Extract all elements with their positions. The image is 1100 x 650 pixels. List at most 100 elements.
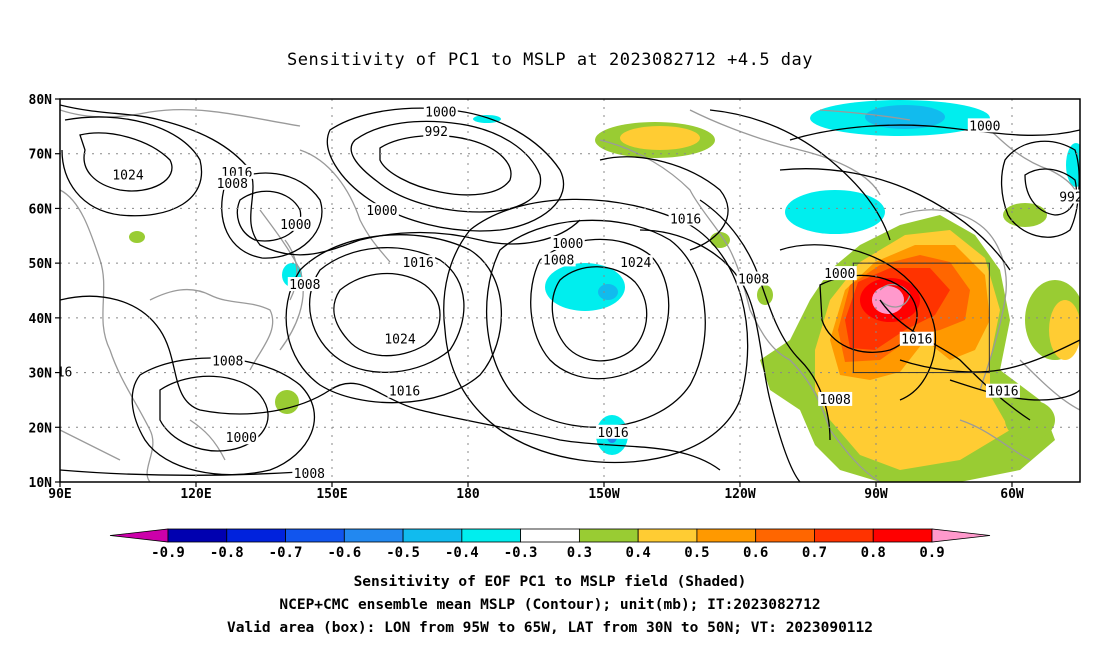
contour-label: 1008: [217, 177, 248, 192]
contour-label-bg: [210, 353, 245, 368]
contour-label: 1000: [969, 119, 1000, 134]
isobar: [61, 116, 203, 217]
colorbar-swatch: [814, 528, 874, 543]
colorbar-label: -0.5: [386, 545, 420, 561]
colorbar-swatch: [285, 528, 345, 543]
isobar: [779, 244, 937, 401]
isobar: [819, 274, 918, 354]
coastline: [60, 108, 301, 127]
isobar: [485, 219, 706, 428]
negative-shading: [473, 115, 501, 123]
contour-label-bg: [818, 391, 853, 406]
contour-label-bg: [596, 424, 631, 439]
contour-label: 1000: [366, 204, 397, 219]
sensitivity-shading: [129, 100, 1080, 482]
colorbar-min-arrow: [109, 528, 169, 543]
contour-label: 1024: [620, 256, 651, 271]
contour-label-bg: [822, 266, 857, 281]
negative-shading: [865, 105, 945, 129]
contour-label-bg: [215, 175, 250, 190]
contour-label-bg: [899, 331, 934, 346]
lon-tick-label: 150W: [588, 487, 619, 502]
isobar: [599, 156, 729, 251]
lat-tick-label: 30N: [29, 367, 53, 382]
coastline: [689, 109, 881, 196]
colorbar-label: -0.8: [210, 545, 244, 561]
contour-label: 1016: [597, 426, 628, 441]
contour-label-bg: [401, 255, 436, 270]
lon-tick-label: 150E: [316, 487, 347, 502]
colorbar: -0.9 -0.8 -0.7 -0.6 -0.5 -0.4 -0.3 0.3 0.4 0.5 0.6…: [109, 528, 991, 561]
contour-label-bg: [60, 364, 74, 379]
isobar: [285, 234, 503, 404]
isobar: [221, 172, 323, 259]
colorbar-label: 0.4: [626, 545, 651, 561]
contour-label-bg: [383, 331, 417, 346]
colorbar-label: -0.6: [327, 545, 361, 561]
mslp-contours: [60, 104, 1080, 482]
colorbar-swatch: [226, 528, 286, 543]
lon-tick-label: 180: [456, 487, 480, 502]
contour-label: 1024: [384, 333, 415, 348]
contour-label-bg: [224, 430, 259, 445]
colorbar-label: 0.9: [919, 545, 944, 561]
colorbar-label: -0.3: [504, 545, 538, 561]
contour-label: 992: [1059, 190, 1082, 205]
contour-label-bg: [550, 235, 585, 250]
isobar: [639, 229, 801, 482]
contour-label: 1000: [824, 267, 855, 282]
valid-area-box: [852, 262, 990, 374]
coastline: [299, 149, 391, 263]
coastline: [284, 239, 298, 301]
isobar: [60, 104, 581, 256]
contour-label-bg: [985, 383, 1020, 398]
contour-label: 1016: [402, 256, 433, 271]
contour-label-bg: [668, 211, 703, 226]
negative-shading: [785, 190, 885, 234]
coastline: [959, 419, 1031, 461]
contour-label: 1000: [226, 431, 257, 446]
colorbar-swatch: [167, 528, 228, 543]
contour-label-bg: [364, 203, 399, 218]
contour-label-bg: [423, 123, 450, 138]
positive-shading: [275, 390, 299, 414]
isobar: [79, 132, 173, 192]
lat-tick-label: 60N: [29, 202, 53, 217]
isobar: [308, 247, 465, 373]
isobar: [1024, 168, 1077, 216]
colorbar-max-arrow: [931, 528, 991, 543]
colorbar-swatch: [755, 528, 815, 543]
lat-tick-label: 70N: [29, 148, 53, 163]
isobar: [333, 272, 441, 357]
coastline: [819, 109, 911, 121]
positive-shading: [129, 231, 145, 243]
negative-shading: [1066, 143, 1080, 187]
isobar: [159, 375, 269, 452]
caption-shading: Sensitivity of EOF PC1 to MSLP field (Sh…: [353, 574, 747, 590]
contour-label-bg: [278, 216, 313, 231]
contour-label: 1000: [425, 106, 456, 121]
isobar: [350, 120, 542, 213]
contour-label: 1024: [112, 169, 143, 184]
contour-label-bg: [219, 164, 254, 179]
plot-frame: [59, 98, 1081, 483]
contour-label-bg: [736, 271, 771, 286]
positive-shading: [1003, 203, 1047, 227]
page-title: Sensitivity of PC1 to MSLP at 2023082712…: [286, 50, 813, 70]
lat-tick-label: 80N: [29, 93, 53, 108]
isobar: [60, 469, 301, 476]
contour-label-bg: [967, 118, 1002, 133]
caption-contour: NCEP+CMC ensemble mean MSLP (Contour); u…: [279, 597, 821, 613]
contour-label-bg: [1057, 189, 1080, 204]
colorbar-label: -0.4: [445, 545, 479, 561]
contour-label: 1000: [280, 218, 311, 233]
isobar: [443, 198, 749, 464]
caption-valid-area: Valid area (box): LON from 95W to 65W, L…: [226, 620, 873, 636]
coastline: [899, 209, 1007, 391]
contour-label-bg: [618, 255, 653, 270]
isobar: [879, 299, 1031, 421]
isobar: [779, 168, 1011, 271]
colorbar-label: -0.7: [269, 545, 303, 561]
lon-tick-label: 90E: [48, 487, 71, 502]
